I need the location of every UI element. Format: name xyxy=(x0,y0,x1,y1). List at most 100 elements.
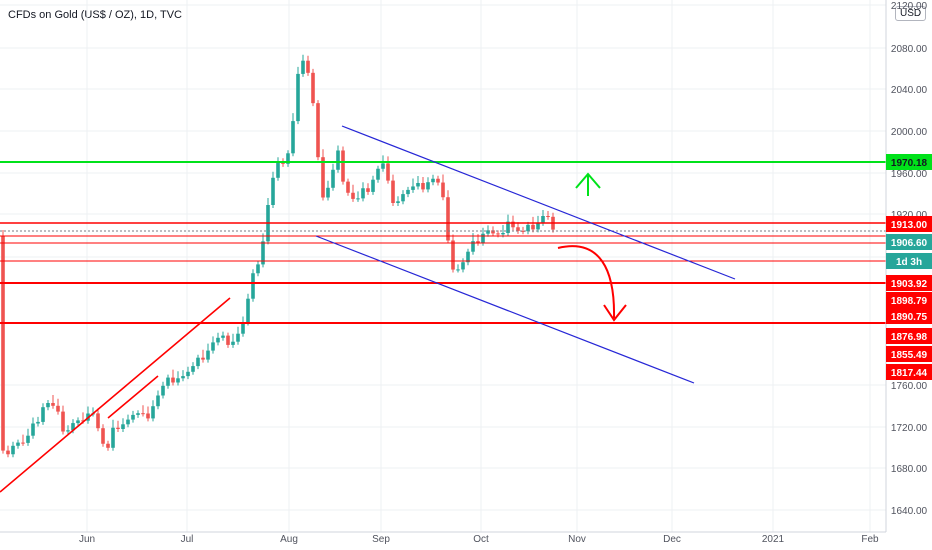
currency-button[interactable]: USD xyxy=(895,6,927,21)
candle-body xyxy=(341,150,345,182)
x-tick-label: Dec xyxy=(663,534,681,545)
candle-body xyxy=(76,420,80,424)
candle-body xyxy=(246,298,250,323)
candle-body xyxy=(481,233,485,243)
candle-body xyxy=(286,153,290,164)
candle-body xyxy=(446,197,450,241)
candle-body xyxy=(121,424,125,429)
candle-body xyxy=(346,181,350,193)
candle-body xyxy=(381,163,385,169)
candle-body xyxy=(171,377,175,383)
y-tick-label: 1920.00 xyxy=(891,210,928,221)
price-label-bg xyxy=(886,308,932,324)
candle-body xyxy=(146,413,150,419)
candle-body xyxy=(536,222,540,230)
candle-body xyxy=(421,183,425,190)
candle-body xyxy=(316,103,320,158)
price-label-bg xyxy=(886,292,932,308)
price-label-bg xyxy=(886,234,932,250)
candle-body xyxy=(431,178,435,183)
candle-body xyxy=(31,423,35,436)
candle-body xyxy=(51,403,55,406)
price-label-bg xyxy=(886,216,932,232)
candle-body xyxy=(306,60,310,73)
candle-body xyxy=(451,240,455,270)
candle-body xyxy=(156,395,160,407)
y-tick-label: 1760.00 xyxy=(891,381,928,392)
price-label-bg xyxy=(886,154,932,170)
candle-body xyxy=(501,233,505,235)
candle-body xyxy=(126,419,130,425)
candle-body xyxy=(231,341,235,345)
price-label: 1817.44 xyxy=(891,368,928,379)
candle-body xyxy=(251,273,255,299)
price-label-bg xyxy=(886,253,932,269)
x-tick-label: 2021 xyxy=(762,534,785,545)
candle-body xyxy=(436,178,440,183)
candle-body xyxy=(46,403,50,408)
candle-body xyxy=(36,421,40,424)
candle-body xyxy=(396,201,400,203)
candle-body xyxy=(301,60,305,74)
y-tick-label: 1640.00 xyxy=(891,506,928,517)
candle-body xyxy=(206,350,210,360)
y-tick-label: 2120.00 xyxy=(891,1,928,12)
candle-body xyxy=(181,376,185,379)
candle-body xyxy=(6,450,10,455)
y-tick-label: 2000.00 xyxy=(891,127,928,138)
candle-body xyxy=(141,413,145,415)
candle-body xyxy=(221,335,225,338)
candle-body xyxy=(321,157,325,198)
candle-body xyxy=(486,230,490,234)
candle-body xyxy=(336,150,340,170)
candle-body xyxy=(71,423,75,431)
candle-body xyxy=(11,445,15,455)
red-down-arrow xyxy=(557,245,616,319)
candle-body xyxy=(361,188,365,199)
y-tick-label: 2040.00 xyxy=(891,85,928,96)
y-tick-label: 2080.00 xyxy=(891,44,928,55)
candle-body xyxy=(466,251,470,263)
candle-body xyxy=(151,406,155,419)
candle-body xyxy=(26,435,30,443)
price-label-bg xyxy=(886,364,932,380)
candle-body xyxy=(131,414,135,420)
x-tick-label: Feb xyxy=(861,534,879,545)
candle-body xyxy=(416,183,420,187)
candle-body xyxy=(331,169,335,188)
candle-body xyxy=(256,264,260,274)
candle-body xyxy=(191,366,195,372)
red-down-arrowhead xyxy=(603,304,627,322)
candle-body xyxy=(106,443,110,448)
candle-body xyxy=(111,427,115,448)
candle-body xyxy=(491,230,495,234)
candle-body xyxy=(456,269,460,271)
green-up-arrowhead xyxy=(575,172,601,189)
price-label: 1970.18 xyxy=(891,158,928,169)
candle-body xyxy=(226,335,230,345)
candle-body xyxy=(96,413,100,429)
x-tick-label: Nov xyxy=(568,534,586,545)
candle-body xyxy=(271,177,275,205)
candlestick-series xyxy=(1,54,555,458)
x-tick-label: Aug xyxy=(280,534,298,545)
candle-body xyxy=(196,357,200,367)
candle-body xyxy=(281,162,285,164)
candle-body xyxy=(386,163,390,181)
candle-body xyxy=(411,186,415,190)
candle-body xyxy=(521,230,525,232)
candle-body xyxy=(526,224,530,232)
x-tick-label: Sep xyxy=(372,534,390,545)
red-trendline xyxy=(0,297,231,493)
price-label: 1906.60 xyxy=(891,238,928,249)
price-label: 1d 3h xyxy=(896,257,922,268)
chart-grid xyxy=(0,0,886,532)
candle-body xyxy=(101,428,105,444)
candle-body xyxy=(261,241,265,265)
candle-body xyxy=(21,442,25,444)
candle-body xyxy=(406,189,410,195)
candle-body xyxy=(531,224,535,230)
candle-body xyxy=(506,221,510,233)
red-trendline-short xyxy=(107,375,159,419)
